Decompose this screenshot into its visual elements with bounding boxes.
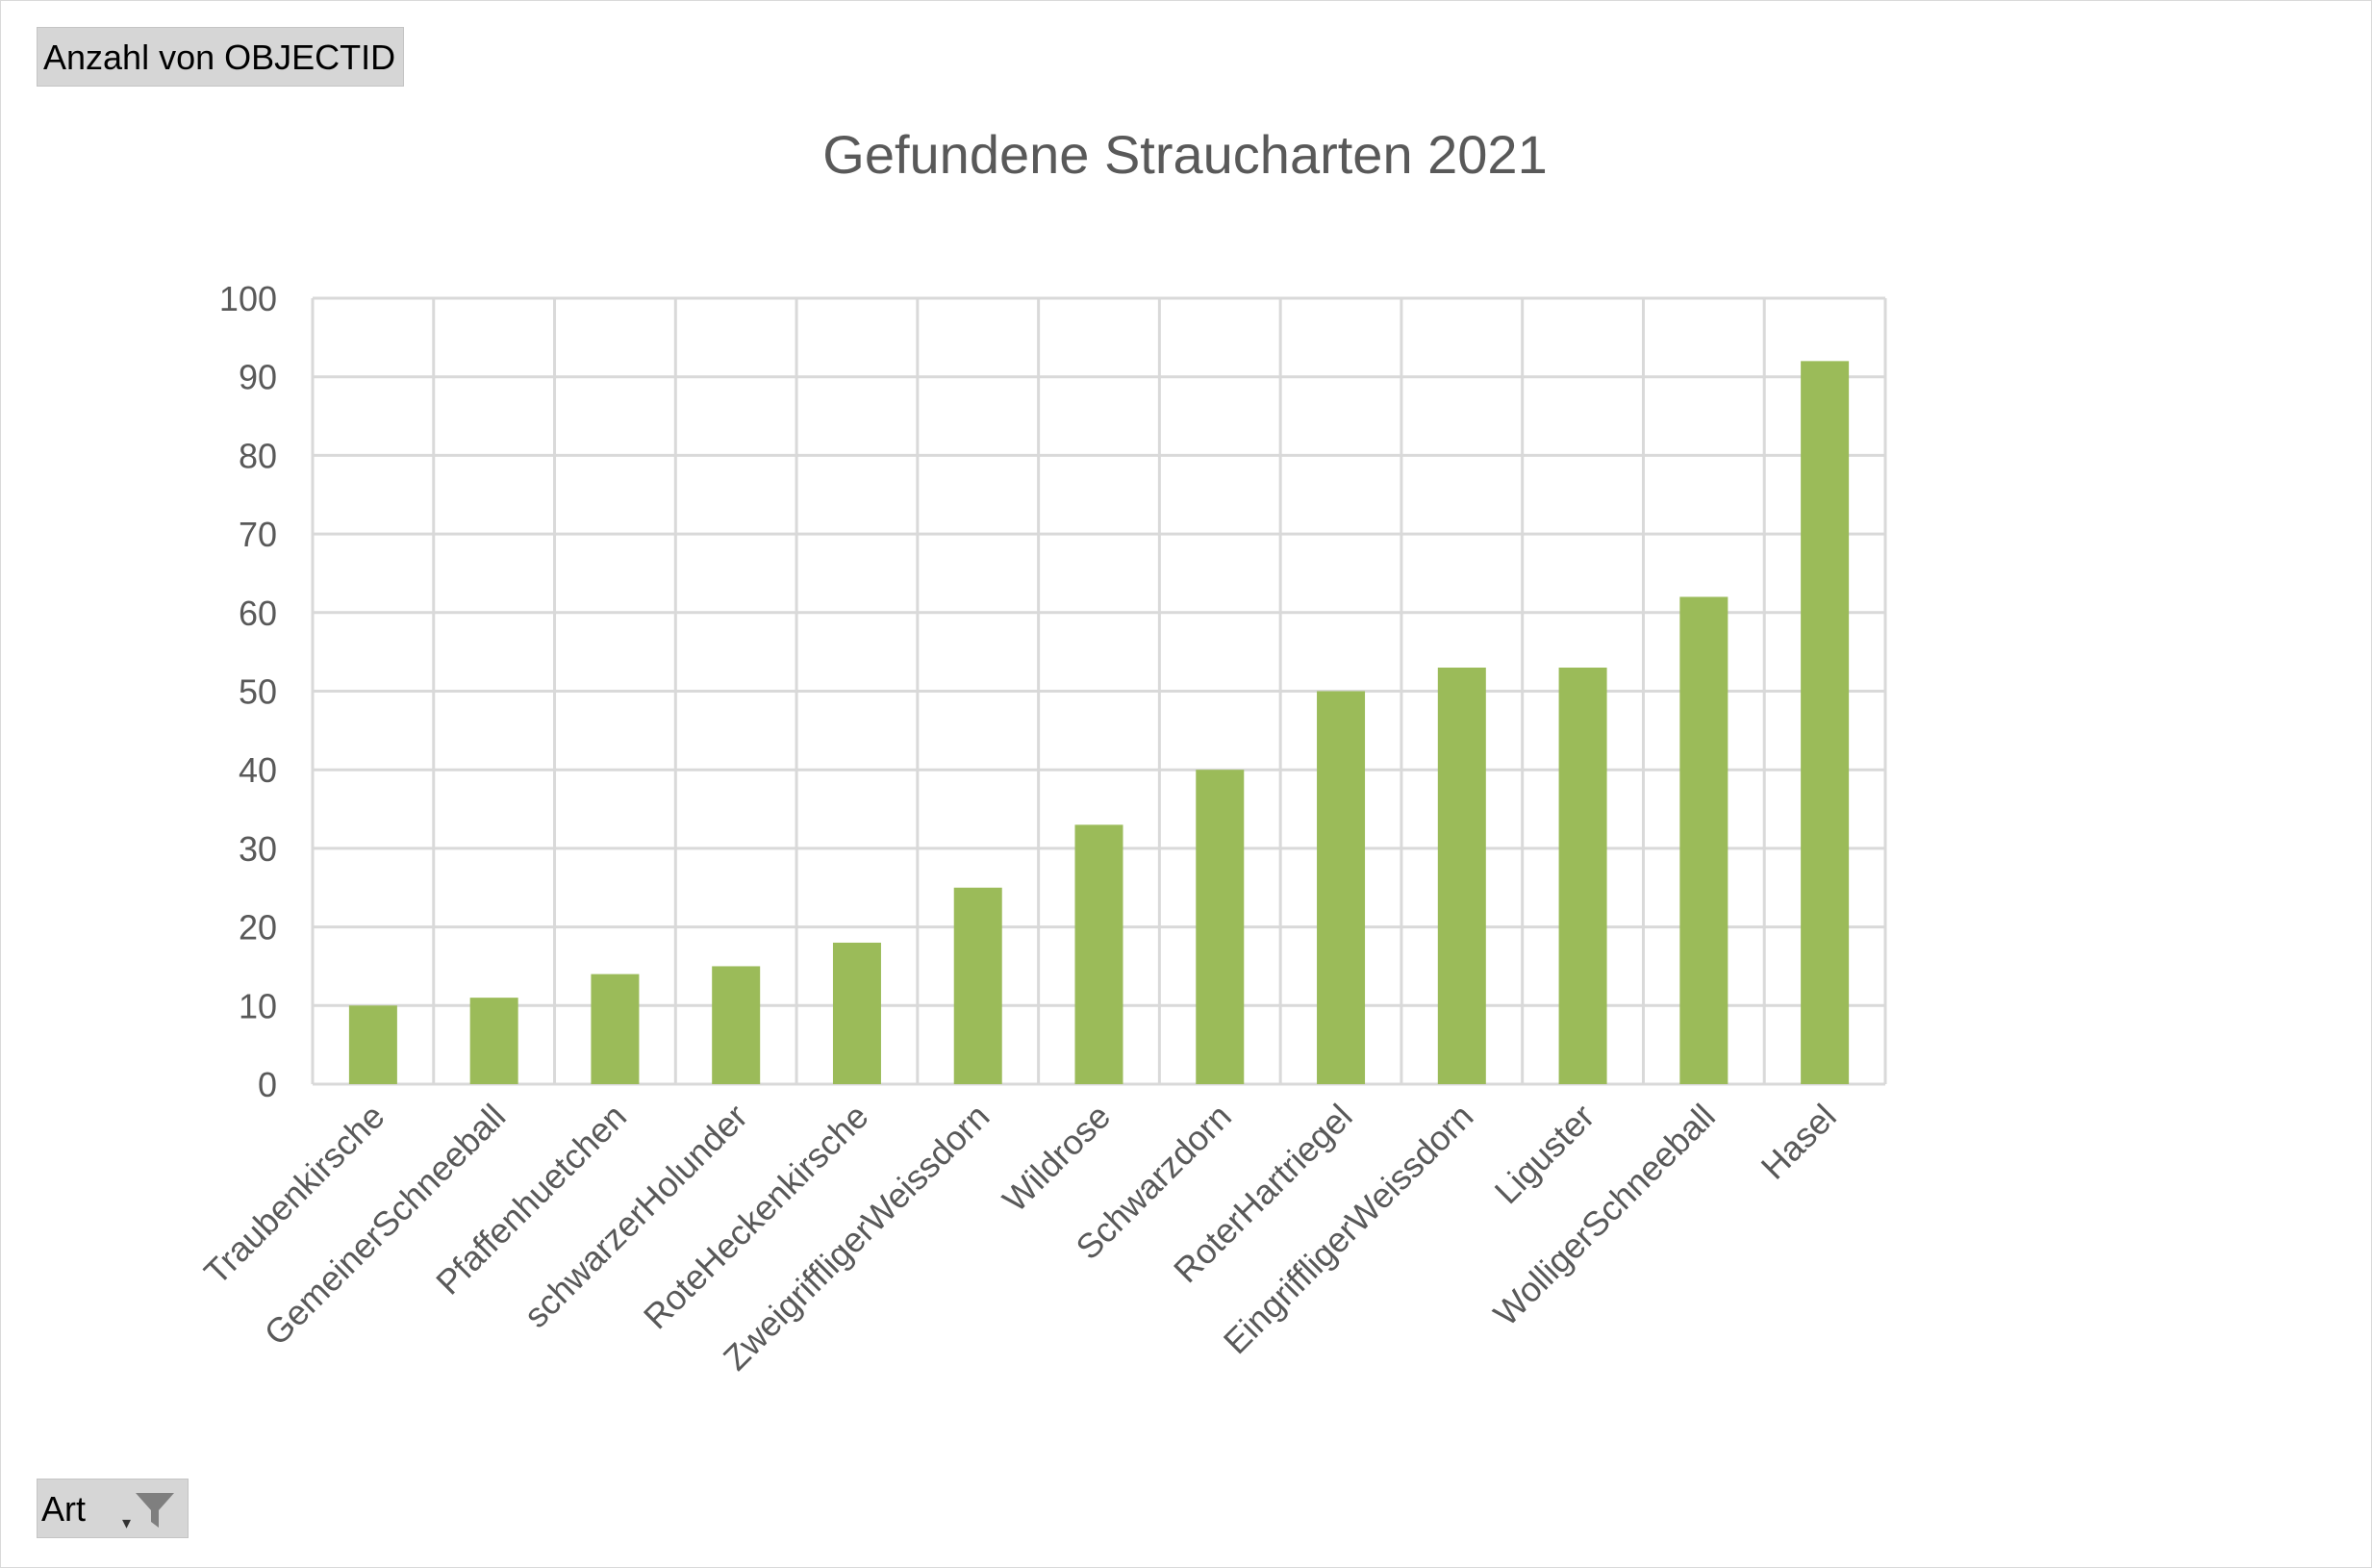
y-tick-label: 100 <box>219 279 277 318</box>
chart-title: Gefundene Straucharten 2021 <box>822 124 1547 185</box>
x-tick-label: Wildrose <box>995 1097 1118 1220</box>
bar <box>1196 770 1245 1084</box>
y-tick-label: 60 <box>239 594 277 633</box>
bar <box>712 966 761 1084</box>
y-tick-label: 80 <box>239 436 277 475</box>
axis-field-label: Art <box>41 1489 87 1529</box>
bar <box>1679 596 1729 1084</box>
bar <box>832 942 881 1084</box>
bar <box>1558 667 1607 1084</box>
y-tick-label: 30 <box>239 829 277 869</box>
value-field-button[interactable]: Anzahl von OBJECTID <box>37 27 404 87</box>
x-tick-label: Liguster <box>1487 1097 1602 1212</box>
y-tick-label: 50 <box>239 672 277 712</box>
y-tick-label: 40 <box>239 750 277 790</box>
y-tick-label: 70 <box>239 515 277 554</box>
bar <box>469 998 518 1084</box>
y-tick-label: 90 <box>239 358 277 397</box>
bar <box>1801 361 1850 1084</box>
bars <box>348 361 1850 1084</box>
x-tick-label: schwarzerHolunder <box>517 1097 755 1335</box>
bar <box>591 974 640 1084</box>
gridlines <box>311 296 1887 1086</box>
x-tick-label: GemeinerSchneeball <box>257 1097 514 1353</box>
y-tick-label: 20 <box>239 908 277 948</box>
y-tick-label: 0 <box>258 1065 277 1104</box>
dropdown-arrow-icon: ▾ <box>122 1513 132 1532</box>
bar <box>1317 691 1366 1084</box>
bar <box>953 887 1002 1084</box>
x-tick-label: EingriffligerWeissdorn <box>1216 1097 1481 1362</box>
bar <box>1074 824 1123 1084</box>
y-tick-label: 10 <box>239 986 277 1025</box>
x-tick-label: RoteHeckenkirsche <box>636 1097 876 1337</box>
bar <box>1437 667 1486 1084</box>
x-tick-label: Hasel <box>1754 1097 1844 1187</box>
y-tick-labels: 0 10 20 30 40 50 60 70 80 90 100 <box>219 279 277 1104</box>
x-tick-label: WolligerSchneeball <box>1486 1097 1723 1333</box>
value-field-label: Anzahl von OBJECTID <box>43 38 396 77</box>
filter-icon <box>136 1493 174 1528</box>
axis-field-button[interactable]: Art ▾ <box>37 1479 189 1538</box>
x-tick-labels: TraubenkirscheGemeinerSchneeballPfaffenh… <box>196 1097 1844 1378</box>
bar <box>348 1005 397 1084</box>
